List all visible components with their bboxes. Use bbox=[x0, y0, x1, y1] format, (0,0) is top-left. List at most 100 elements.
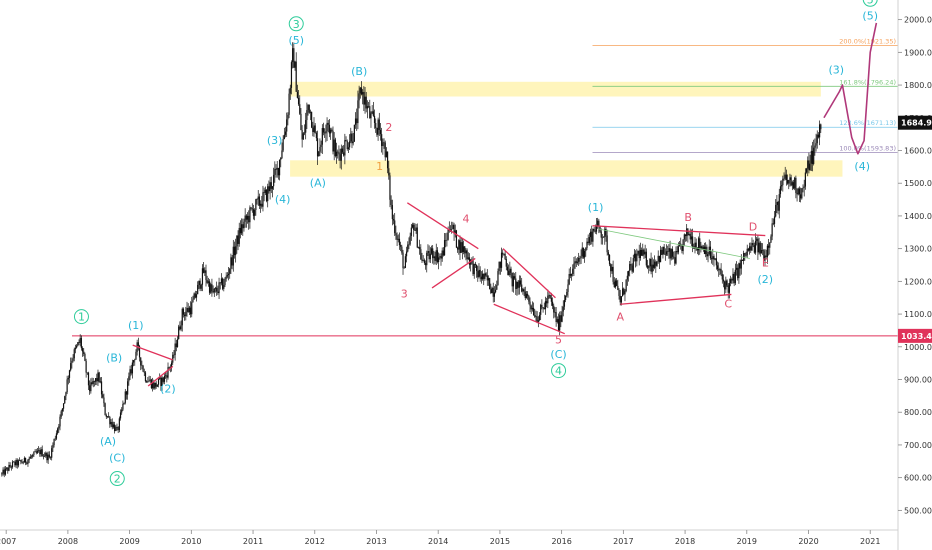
candle-body-261 bbox=[311, 111, 313, 128]
candle-body-54 bbox=[65, 392, 67, 397]
candle-body-589 bbox=[700, 246, 702, 249]
candle-body-646 bbox=[767, 245, 770, 248]
candle-body-56 bbox=[67, 377, 69, 380]
candle-body-362 bbox=[430, 248, 433, 254]
candle-body-444 bbox=[528, 295, 530, 302]
candle-body-537 bbox=[638, 250, 640, 259]
candle-body-332 bbox=[395, 233, 397, 236]
candle-body-240 bbox=[286, 119, 288, 132]
candle-body-517 bbox=[614, 280, 617, 288]
trendline-6 bbox=[592, 225, 766, 237]
time-tick-label-3: 2010 bbox=[181, 537, 201, 546]
wave-label-5: (C) bbox=[109, 451, 125, 464]
wave-label-14: 1 bbox=[376, 160, 383, 173]
candle-body-396 bbox=[471, 259, 473, 261]
candle-body-247 bbox=[294, 61, 296, 68]
candle-body-273 bbox=[325, 131, 327, 134]
candle-body-345 bbox=[410, 227, 412, 236]
candle-body-391 bbox=[465, 250, 467, 254]
candle-body-440 bbox=[523, 289, 525, 292]
candle-body-614 bbox=[730, 279, 732, 284]
candle-body-558 bbox=[663, 246, 665, 254]
candle-body-662 bbox=[786, 179, 789, 184]
candle-body-228 bbox=[271, 186, 274, 189]
candle-body-124 bbox=[148, 380, 150, 382]
candle-body-74 bbox=[89, 385, 91, 392]
candle-body-602 bbox=[715, 258, 717, 266]
candle-body-116 bbox=[138, 346, 141, 358]
price-tick-label-15: 2000.00 bbox=[904, 16, 932, 25]
candle-body-9 bbox=[11, 461, 14, 468]
candle-body-307 bbox=[365, 96, 367, 109]
candle-body-143 bbox=[170, 362, 173, 368]
candle-body-117 bbox=[140, 357, 142, 366]
time-axis[interactable]: 2007 2008 2009 2010 2011 2012 2013 2014 2015 2016… bbox=[0, 529, 898, 546]
candle-body-92 bbox=[110, 421, 112, 425]
candle-body-502 bbox=[597, 220, 599, 226]
candle-body-467 bbox=[555, 312, 557, 323]
candle-body-550 bbox=[654, 261, 656, 268]
candle-body-195 bbox=[232, 246, 234, 266]
candle-body-130 bbox=[155, 382, 157, 387]
candle-body-587 bbox=[697, 238, 700, 251]
candle-body-5 bbox=[7, 467, 9, 471]
candle-body-562 bbox=[668, 248, 670, 252]
time-tick-label-11: 2018 bbox=[675, 537, 695, 546]
price-tick-label-6: 1100.00 bbox=[904, 310, 932, 319]
candle-body-291 bbox=[346, 141, 348, 150]
candle-body-230 bbox=[274, 168, 276, 175]
candle-body-49 bbox=[59, 416, 61, 427]
candle-body-367 bbox=[436, 250, 439, 262]
candle-body-7 bbox=[9, 464, 11, 467]
candle-body-394 bbox=[468, 257, 471, 265]
candle-body-343 bbox=[408, 244, 410, 245]
candle-body-193 bbox=[230, 257, 232, 269]
candle-body-437 bbox=[519, 280, 522, 285]
candle-body-365 bbox=[434, 256, 436, 261]
candle-body-6 bbox=[8, 464, 10, 471]
candle-body-289 bbox=[344, 140, 346, 156]
candle-body-40 bbox=[48, 454, 50, 458]
candle-body-613 bbox=[728, 283, 731, 293]
candle-body-617 bbox=[733, 273, 735, 284]
wave-label-8: (5) bbox=[288, 34, 304, 47]
wave-label-6: 2 bbox=[114, 473, 121, 486]
candle-body-72 bbox=[86, 372, 88, 374]
candle-body-269 bbox=[320, 144, 322, 147]
candle-body-8 bbox=[10, 466, 12, 468]
candle-body-542 bbox=[644, 251, 646, 255]
candle-body-626 bbox=[744, 252, 746, 256]
candle-body-303 bbox=[360, 87, 363, 95]
candle-body-431 bbox=[512, 276, 515, 287]
candle-body-158 bbox=[188, 307, 190, 313]
candle-body-676 bbox=[803, 186, 805, 188]
candle-body-282 bbox=[335, 151, 338, 157]
candle-body-452 bbox=[537, 320, 539, 323]
candle-body-115 bbox=[137, 342, 139, 347]
candle-body-262 bbox=[312, 127, 314, 133]
candle-body-85 bbox=[102, 394, 104, 398]
candle-body-483 bbox=[574, 261, 576, 264]
candle-body-283 bbox=[337, 151, 339, 153]
candle-body-369 bbox=[439, 256, 441, 258]
candle-body-88 bbox=[105, 415, 107, 417]
candle-body-184 bbox=[219, 282, 221, 284]
candle-body-462 bbox=[549, 294, 551, 298]
candle-body-198 bbox=[236, 235, 238, 247]
candle-body-349 bbox=[415, 227, 417, 231]
candle-body-603 bbox=[716, 265, 719, 270]
candle-body-203 bbox=[242, 224, 244, 229]
candle-body-464 bbox=[551, 301, 554, 306]
candle-body-403 bbox=[479, 269, 481, 277]
candle-body-675 bbox=[802, 187, 804, 189]
candle-body-11 bbox=[14, 461, 16, 466]
candle-body-686 bbox=[815, 143, 817, 146]
candle-body-279 bbox=[332, 130, 334, 152]
candle-body-111 bbox=[132, 360, 135, 363]
candle-body-258 bbox=[307, 104, 309, 111]
candle-body-299 bbox=[356, 118, 358, 124]
candle-body-432 bbox=[513, 276, 516, 279]
candle-body-637 bbox=[757, 238, 759, 253]
candle-body-232 bbox=[276, 167, 278, 170]
candle-body-70 bbox=[84, 353, 86, 361]
